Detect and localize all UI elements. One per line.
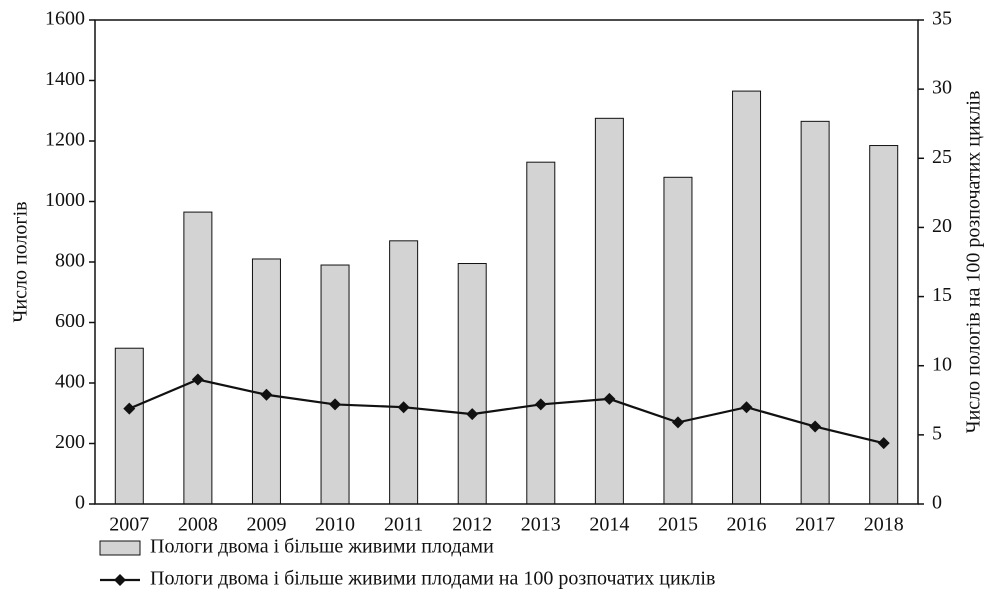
y-axis-label: Число пологів [10,201,32,322]
x-tick-label: 2008 [178,514,218,536]
marker [329,398,342,411]
y-tick-label: 400 [55,371,85,393]
y2-axis-label: Число пологів на 100 розпочатих циклів [963,91,985,434]
x-tick-label: 2018 [864,514,904,536]
y2-tick-label: 30 [932,77,952,99]
y-tick-label: 1400 [45,68,85,90]
marker [123,402,136,415]
legend-swatch [99,540,141,556]
x-tick-label: 2014 [589,514,629,536]
x-tick-label: 2010 [315,514,355,536]
bar [663,176,693,505]
marker [603,392,616,405]
bar [183,211,213,505]
x-tick-label: 2012 [452,514,492,536]
y-tick-label: 1600 [45,8,85,30]
x-tick-label: 2015 [658,514,698,536]
plot-frame [94,19,919,505]
y2-tick-label: 25 [932,146,952,168]
bar [457,263,487,505]
y-tick-label: 1200 [45,129,85,151]
x-tick-label: 2016 [727,514,767,536]
legend-label: Пологи двома і більше живими плодами [150,536,494,558]
marker [191,373,204,386]
marker [397,401,410,414]
legend-label: Пологи двома і більше живими плодами на … [150,568,715,590]
bar [114,347,144,505]
marker [534,398,547,411]
y2-tick-label: 20 [932,215,952,237]
marker [809,420,822,433]
y2-tick-label: 5 [932,422,942,444]
bar [320,264,350,505]
bar [526,161,556,505]
y2-tick-label: 0 [932,492,942,514]
line [128,378,884,445]
y2-tick-label: 10 [932,353,952,375]
bar [594,117,624,505]
y-tick-label: 600 [55,310,85,332]
marker [260,388,273,401]
marker [671,416,684,429]
bar [251,258,281,505]
bar [732,90,762,505]
y-tick-label: 0 [75,492,85,514]
bar [800,120,830,505]
y2-tick-label: 15 [932,284,952,306]
bar [869,145,899,505]
x-tick-label: 2013 [521,514,561,536]
y-tick-label: 200 [55,431,85,453]
x-tick-label: 2009 [246,514,286,536]
marker [466,408,479,421]
bar [389,240,419,505]
y-tick-label: 1000 [45,189,85,211]
legend-marker [114,574,126,586]
x-tick-label: 2017 [795,514,835,536]
y-tick-label: 800 [55,250,85,272]
x-tick-label: 2011 [384,514,423,536]
x-tick-label: 2007 [109,514,149,536]
marker [877,437,890,450]
marker [740,401,753,414]
y2-tick-label: 35 [932,8,952,30]
